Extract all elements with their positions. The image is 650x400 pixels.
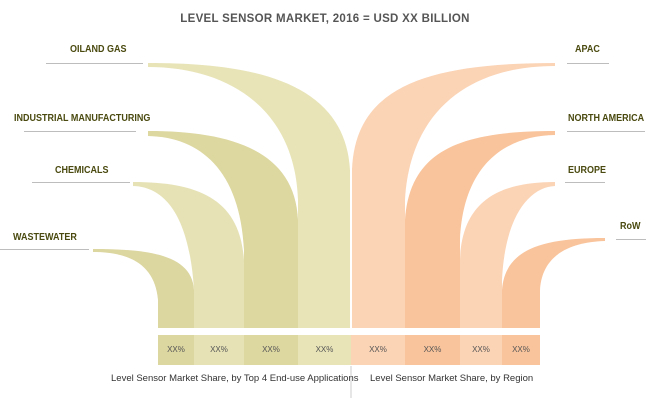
share-europe: XX% [460, 335, 502, 365]
share-north-america: XX% [405, 335, 460, 365]
underline [32, 182, 130, 183]
ribbon-industrial-manufacturing [148, 131, 298, 328]
ribbon-chemicals [133, 182, 244, 328]
caption-applications: Level Sensor Market Share, by Top 4 End-… [111, 373, 359, 384]
underline [616, 239, 646, 240]
label-europe: EUROPE [568, 165, 607, 176]
label-apac: APAC [575, 44, 600, 55]
share-oil-and-gas: XX% [298, 335, 351, 365]
ribbon-oil-and-gas [148, 63, 350, 328]
caption-regions: Level Sensor Market Share, by Region [370, 373, 534, 384]
underline [567, 131, 645, 132]
label-oil-and-gas: OILAND GAS [70, 44, 127, 55]
underline [46, 63, 143, 64]
ribbon-north-america [405, 131, 555, 328]
ribbon-europe [460, 182, 555, 328]
label-chemicals: CHEMICALS [55, 165, 109, 176]
underline [567, 63, 609, 64]
share-apac: XX% [351, 335, 405, 365]
label-industrial-manufacturing: INDUSTRIAL MANUFACTURING [14, 113, 151, 124]
share-industrial-manufacturing: XX% [244, 335, 298, 365]
underline [0, 249, 89, 250]
ribbon-row [502, 238, 605, 328]
share-wastewater: XX% [158, 335, 194, 365]
underline [565, 182, 605, 183]
label-wastewater: WASTEWATER [13, 232, 77, 243]
diagram-title: LEVEL SENSOR MARKET, 2016 = USD XX BILLI… [180, 13, 470, 25]
ribbon-apac [352, 63, 555, 328]
share-chemicals: XX% [194, 335, 244, 365]
share-row: XX% [502, 335, 540, 365]
ribbon-wastewater [93, 249, 194, 328]
label-row: RoW [620, 221, 641, 232]
underline [24, 131, 136, 132]
label-north-america: NORTH AMERICA [568, 113, 645, 124]
